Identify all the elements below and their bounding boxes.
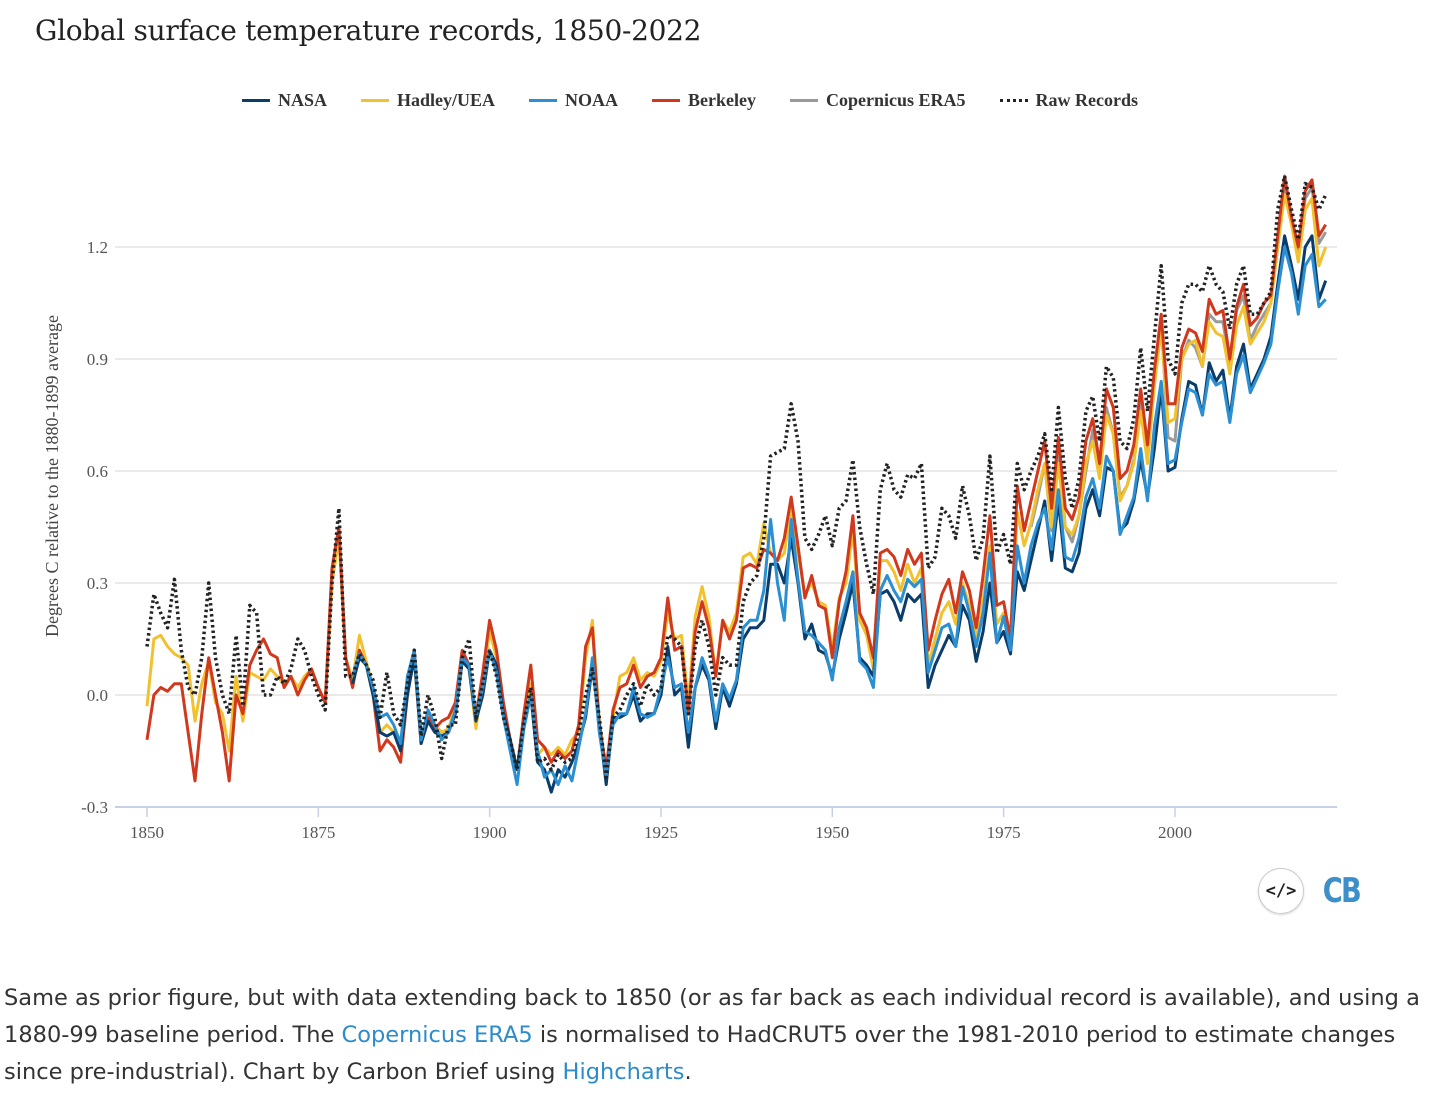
y-tick-label: 0.3 (87, 574, 108, 593)
caption-text: Same as prior figure, but with data exte… (4, 985, 1420, 1048)
legend-item-raw-records[interactable]: Raw Records (999, 90, 1138, 111)
carbon-brief-logo: CB (1322, 871, 1362, 911)
series-line-noaa[interactable] (351, 245, 1327, 787)
legend-item-nasa[interactable]: NASA (241, 90, 327, 111)
legend-label: Copernicus ERA5 (826, 90, 966, 110)
chart-title: Global surface temperature records, 1850… (35, 14, 702, 47)
series-line-copernicus-era5[interactable] (1029, 182, 1327, 544)
legend-swatch (999, 99, 1028, 102)
legend-item-berkeley[interactable]: Berkeley (652, 90, 756, 111)
y-tick-label: 0.9 (87, 350, 108, 369)
legend-item-copernicus-era5[interactable]: Copernicus ERA5 (790, 90, 966, 111)
x-tick-label: 1900 (473, 823, 507, 842)
series-line-raw-records[interactable] (145, 174, 1328, 779)
legend-label: NOAA (565, 90, 619, 110)
legend-swatch (361, 99, 389, 102)
legend-label: NASA (277, 90, 327, 110)
caption-text: is normalised to HadCRUT5 over the 1981-… (4, 1022, 1396, 1085)
legend-label: Hadley/UEA (397, 90, 496, 110)
logo-area: </> CB (1258, 868, 1365, 914)
legend-swatch (529, 99, 558, 102)
legend-item-noaa[interactable]: NOAA (529, 90, 618, 111)
legend-swatch (241, 99, 270, 102)
legend-swatch (790, 99, 818, 102)
x-tick-label: 1875 (301, 823, 335, 842)
legend-swatch (652, 99, 681, 102)
x-tick-label: 2000 (1158, 823, 1192, 842)
y-tick-label: 1.2 (87, 238, 108, 257)
y-tick-label: 0.6 (87, 462, 108, 481)
code-embed-icon[interactable]: </> (1258, 868, 1304, 914)
chart-plot: -0.3 0.0 0.3 0.6 0.9 1.2 1850 1875 1900 1925 1950 1… (42, 174, 1337, 842)
highcharts-link[interactable]: Highcharts (562, 1059, 685, 1085)
x-tick-label: 1950 (815, 823, 849, 842)
copernicus-link[interactable]: Copernicus ERA5 (341, 1022, 533, 1048)
y-axis-title: Degrees C relative to the 1880-1899 aver… (42, 315, 62, 637)
figure-caption: Same as prior figure, but with data exte… (4, 980, 1454, 1091)
x-tick-label: 1850 (130, 823, 164, 842)
legend-label: Berkeley (688, 90, 756, 110)
y-tick-label: -0.3 (81, 798, 108, 817)
x-tick-label: 1975 (987, 823, 1021, 842)
x-tick-label: 1925 (644, 823, 678, 842)
legend: NASA Hadley/UEA NOAA Berkeley Copernicus ERA… (0, 90, 1380, 111)
y-tick-label: 0.0 (87, 686, 108, 705)
legend-item-hadley-uea[interactable]: Hadley/UEA (361, 90, 495, 111)
caption-text: . (684, 1059, 692, 1085)
legend-label: Raw Records (1035, 90, 1138, 110)
